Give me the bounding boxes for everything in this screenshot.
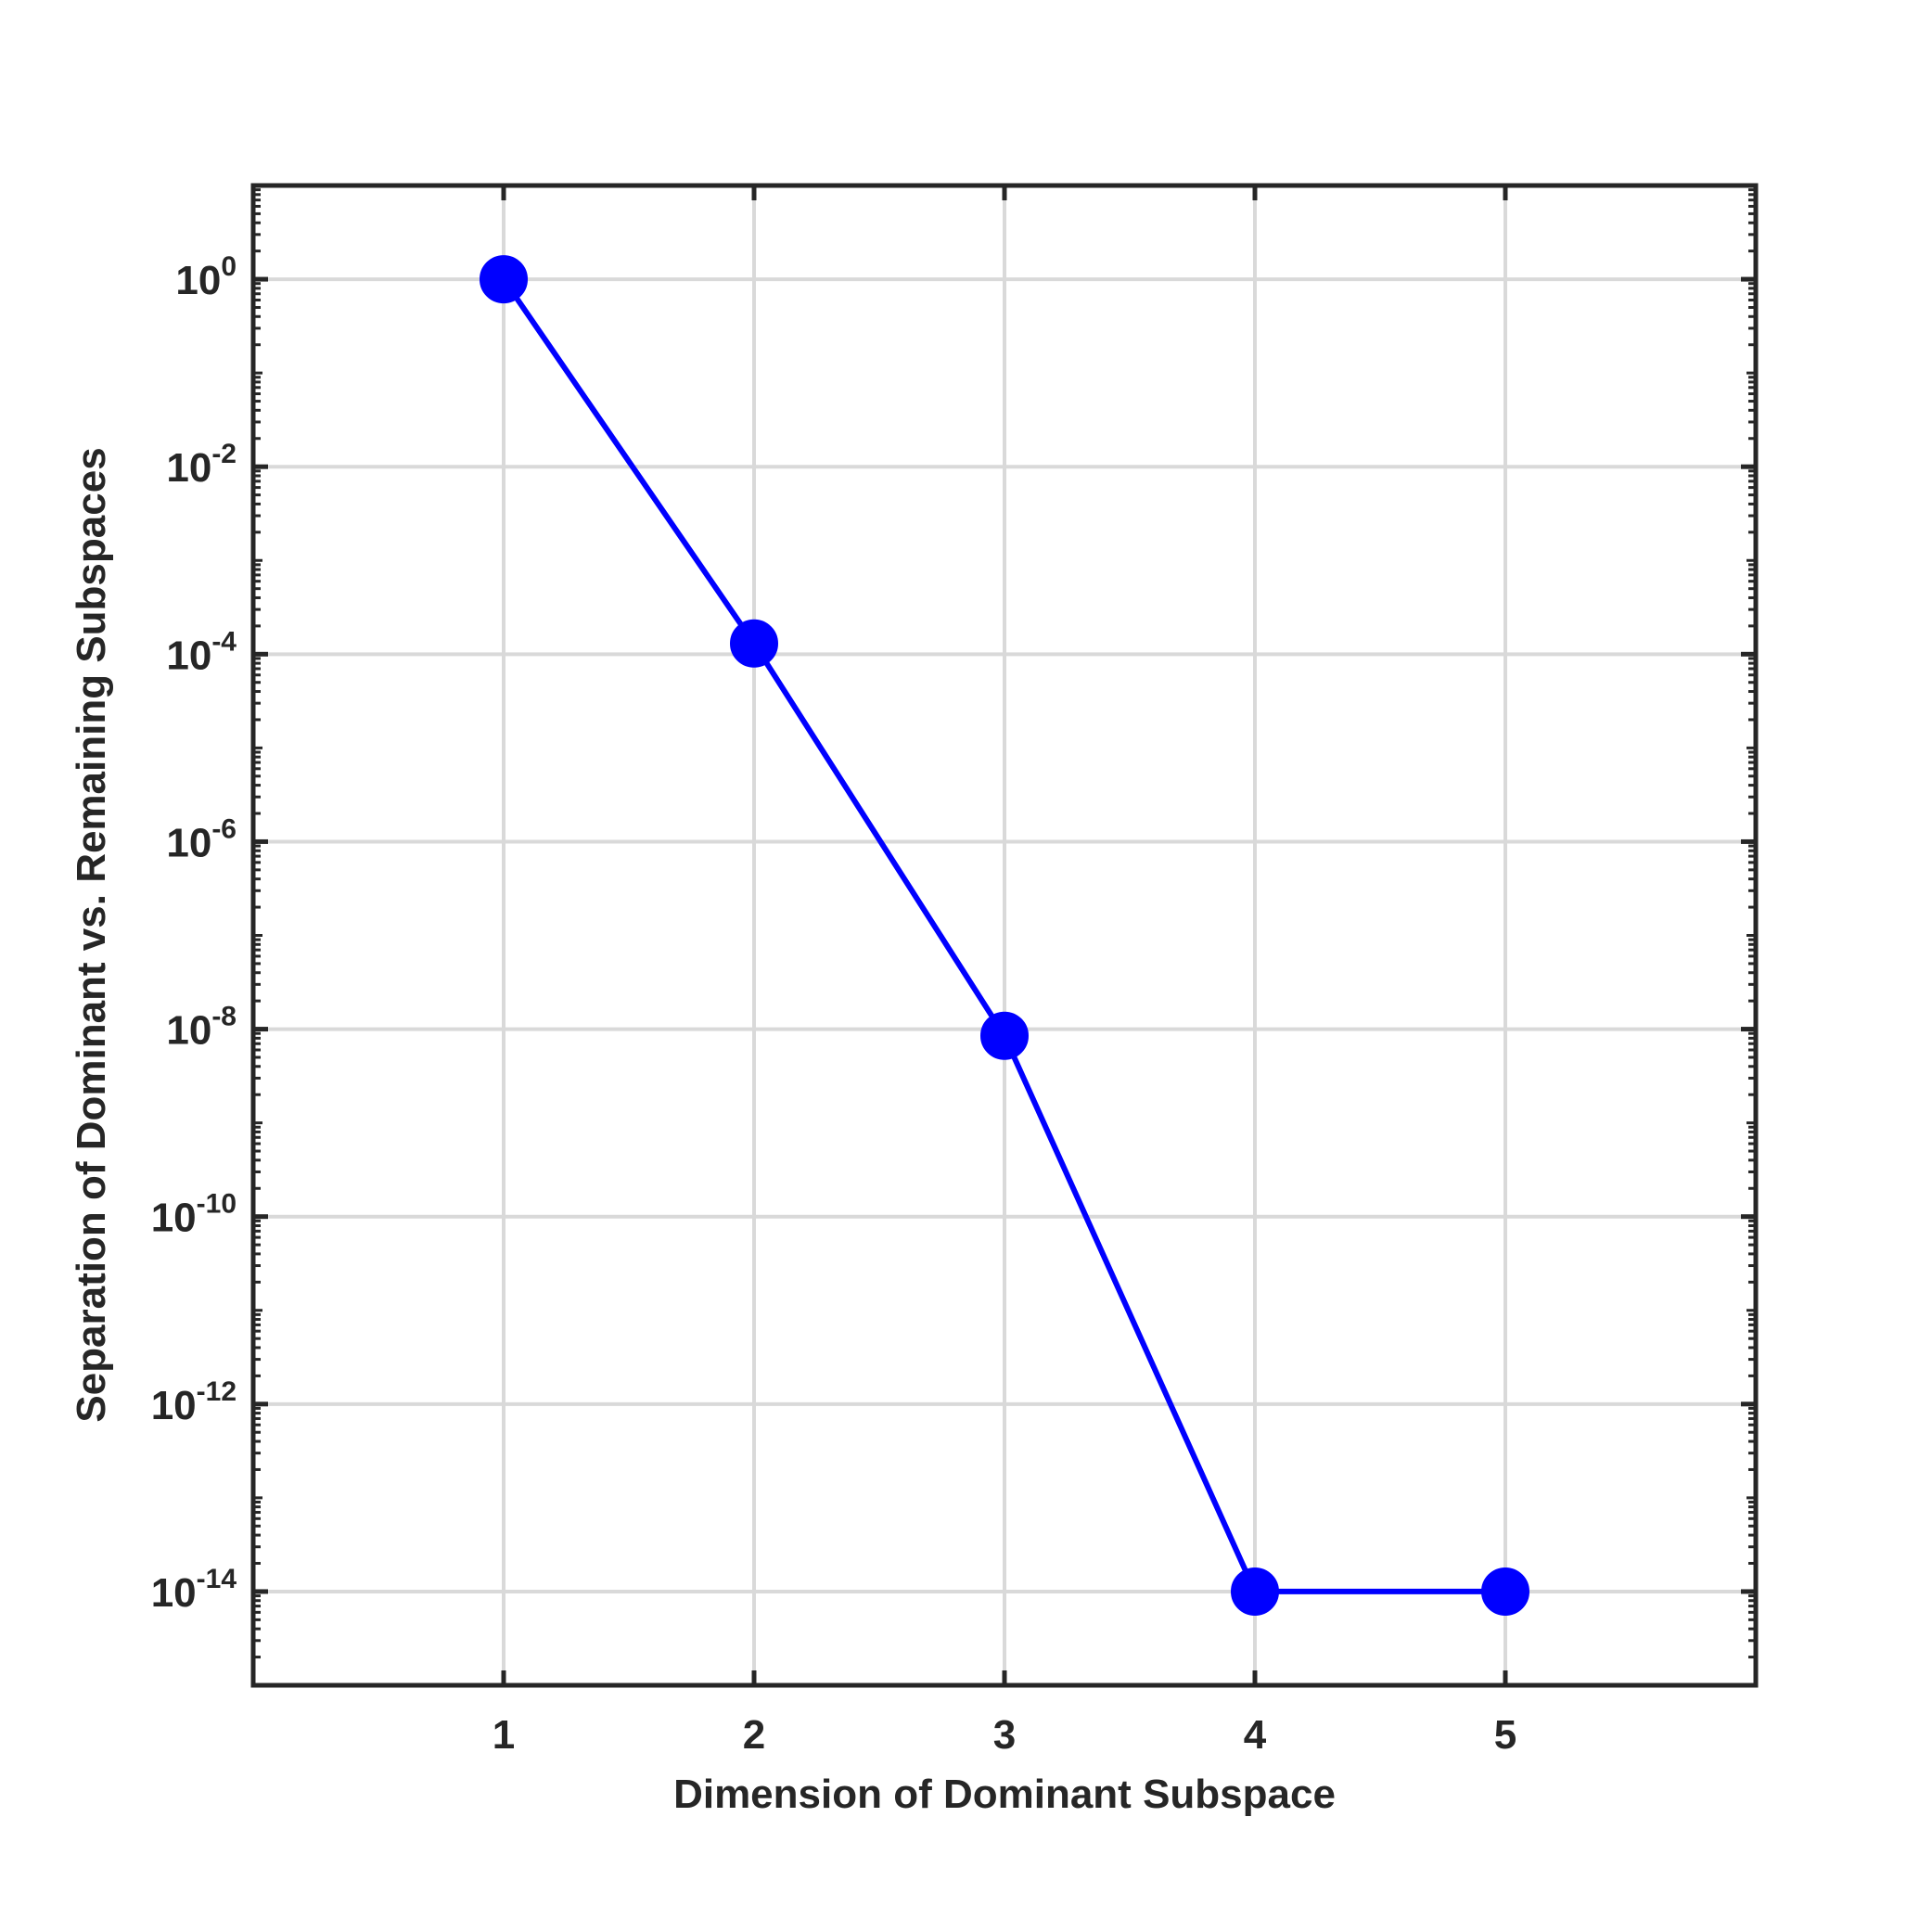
y-tick-label: 10-8	[166, 1002, 237, 1054]
y-tick-label-base: 10	[175, 258, 221, 303]
x-tick-label: 5	[1494, 1712, 1516, 1758]
plot-frame	[250, 183, 1759, 1688]
data-point	[730, 619, 778, 668]
data-point	[980, 1011, 1029, 1060]
y-tick-label: 10-4	[166, 626, 237, 678]
y-tick-label-base: 10	[166, 445, 211, 491]
y-tick-label: 10-14	[151, 1564, 237, 1616]
series-layer	[480, 255, 1529, 1616]
x-tick-labels: 1 2 3 4 5	[493, 1712, 1516, 1758]
y-tick-label: 10-6	[166, 813, 237, 865]
x-tick-label: 3	[993, 1712, 1016, 1758]
y-tick-label-exponent: -14	[197, 1564, 237, 1594]
y-tick-label-exponent: -10	[197, 1189, 237, 1220]
x-tick-label: 2	[743, 1712, 765, 1758]
y-tick-label-exponent: 0	[221, 251, 237, 282]
x-tick-label: 4	[1244, 1712, 1267, 1758]
major-ticks	[253, 186, 1756, 1685]
y-tick-label-exponent: -4	[211, 626, 237, 657]
y-tick-label: 10-12	[151, 1376, 237, 1428]
y-tick-label-base: 10	[151, 1570, 197, 1616]
data-point	[1481, 1567, 1529, 1616]
y-tick-label: 10-2	[166, 439, 237, 491]
y-tick-label-base: 10	[151, 1196, 197, 1241]
y-tick-label: 10-10	[151, 1189, 237, 1241]
y-tick-label-exponent: -12	[197, 1376, 237, 1407]
y-tick-label-exponent: -8	[211, 1002, 237, 1032]
x-axis-title: Dimension of Dominant Subspace	[673, 1772, 1336, 1817]
y-tick-label-base: 10	[166, 1008, 211, 1054]
y-tick-label-exponent: -2	[211, 439, 237, 469]
x-tick-label: 1	[493, 1712, 515, 1758]
y-axis-title: Separation of Dominant vs. Remaining Sub…	[69, 447, 114, 1422]
data-point	[1231, 1567, 1279, 1616]
data-point	[480, 255, 528, 304]
y-tick-label-base: 10	[151, 1383, 197, 1428]
y-tick-label-base: 10	[166, 633, 211, 678]
y-tick-label-exponent: -6	[211, 813, 237, 844]
y-tick-label: 100	[175, 251, 237, 303]
y-tick-label-base: 10	[166, 820, 211, 865]
